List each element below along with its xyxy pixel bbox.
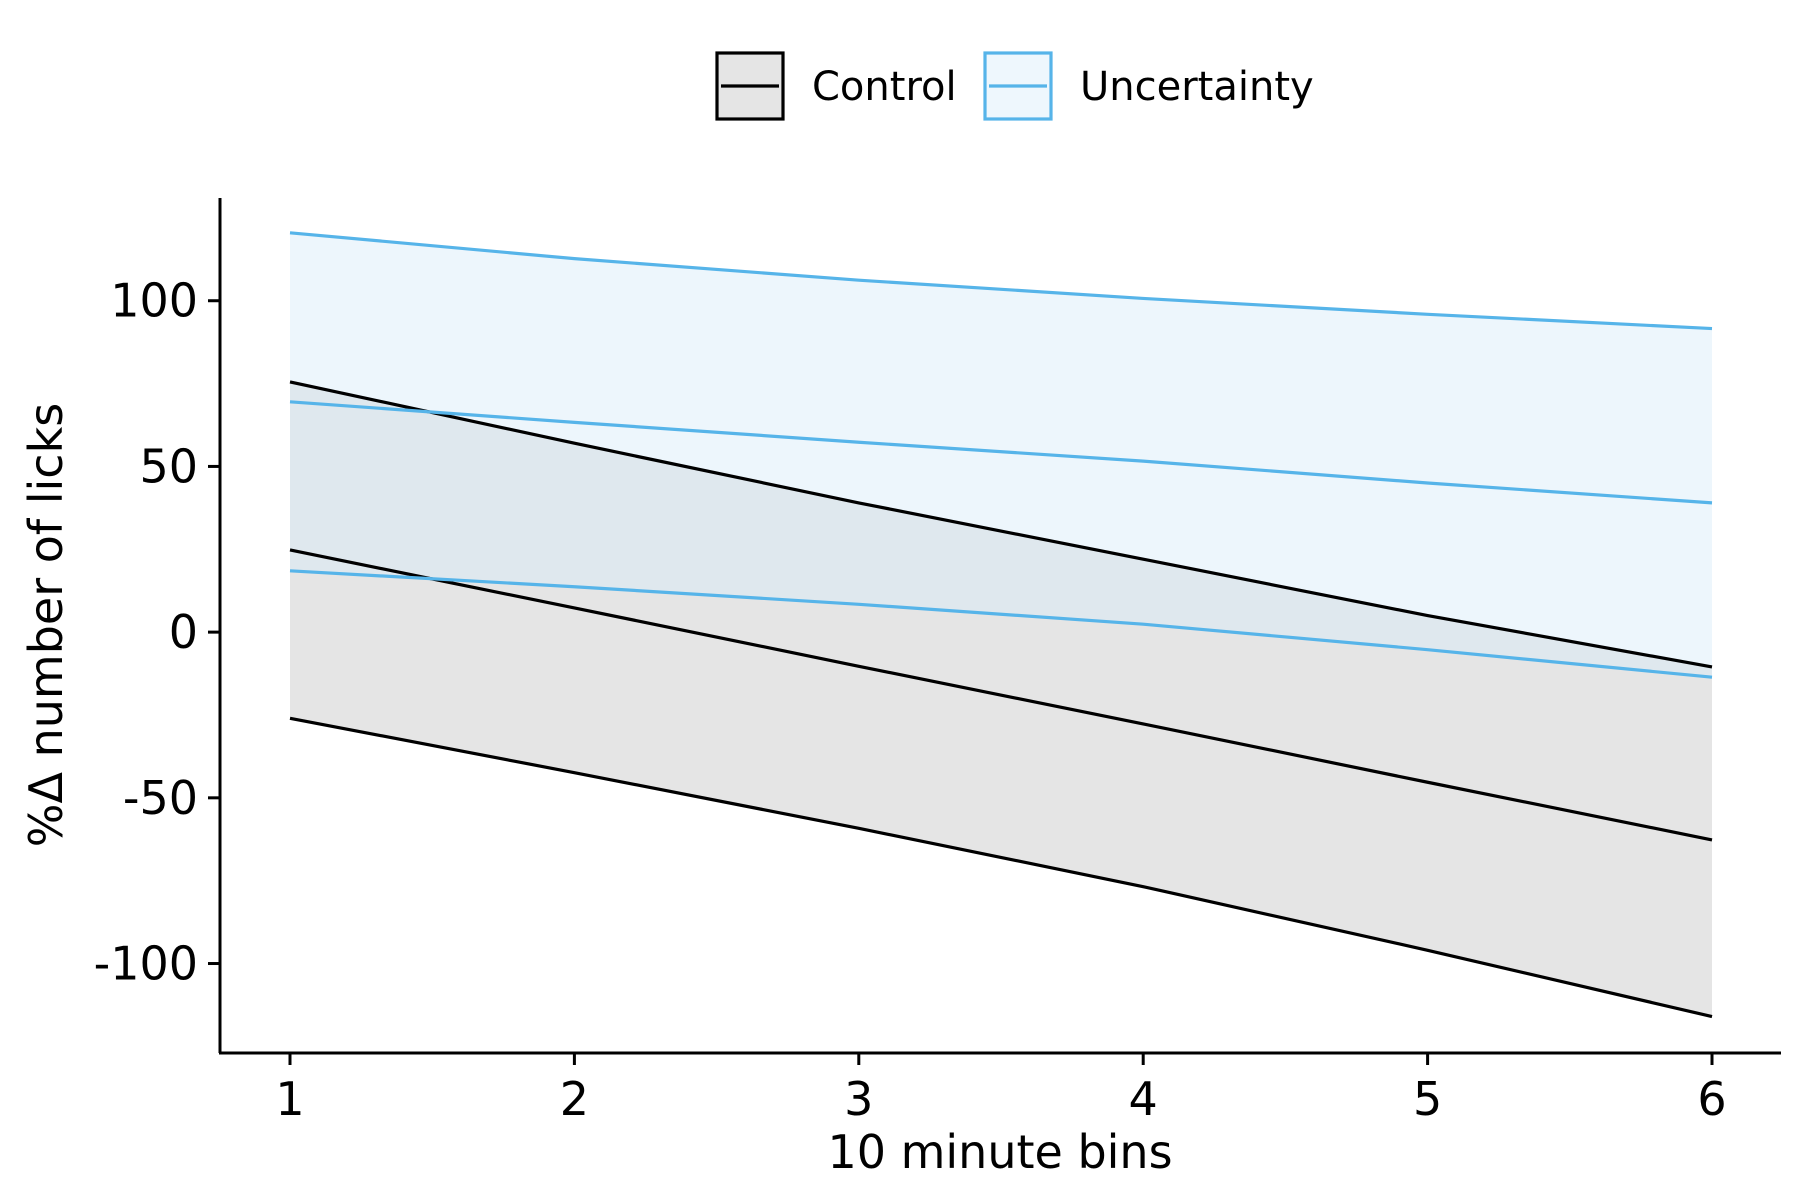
x-axis-title: 10 minute bins [827,1125,1172,1179]
uncertainty-mid-line [289,400,1713,505]
legend-item-uncertainty: Uncertainty [983,51,1314,121]
x-tick-label: 5 [1413,1072,1442,1126]
y-ticks: -100 -50 0 50 100 [94,274,220,991]
x-tick-label: 3 [844,1072,873,1126]
confidence-bands [290,232,1712,1017]
uncertainty-upper-line [289,231,1713,331]
legend: Control Uncertainty [715,51,1314,121]
x-tick-label: 2 [560,1072,589,1126]
legend-label-control: Control [812,64,957,110]
control-lower-line [289,716,1713,1019]
control-band [290,381,1712,1017]
uncertainty-band [290,232,1712,678]
y-tick-label: 50 [139,439,198,493]
control-mid-line [289,548,1713,842]
x-tick-label: 6 [1697,1072,1726,1126]
uncertainty-lower-line [289,569,1713,679]
legend-item-control: Control [715,51,957,121]
y-axis-title: %Δ number of licks [19,403,73,847]
axes [218,198,1781,1055]
y-tick-label: 0 [169,605,198,659]
x-tick-label: 1 [275,1072,304,1126]
legend-label-uncertainty: Uncertainty [1080,64,1314,110]
x-ticks: 1 2 3 4 5 6 [275,1053,1727,1126]
y-tick-label: -50 [123,771,198,825]
control-upper-line [289,380,1713,669]
x-tick-label: 4 [1129,1072,1158,1126]
y-tick-label: -100 [94,937,198,991]
series-lines [289,231,1713,1019]
y-tick-label: 100 [110,274,198,328]
